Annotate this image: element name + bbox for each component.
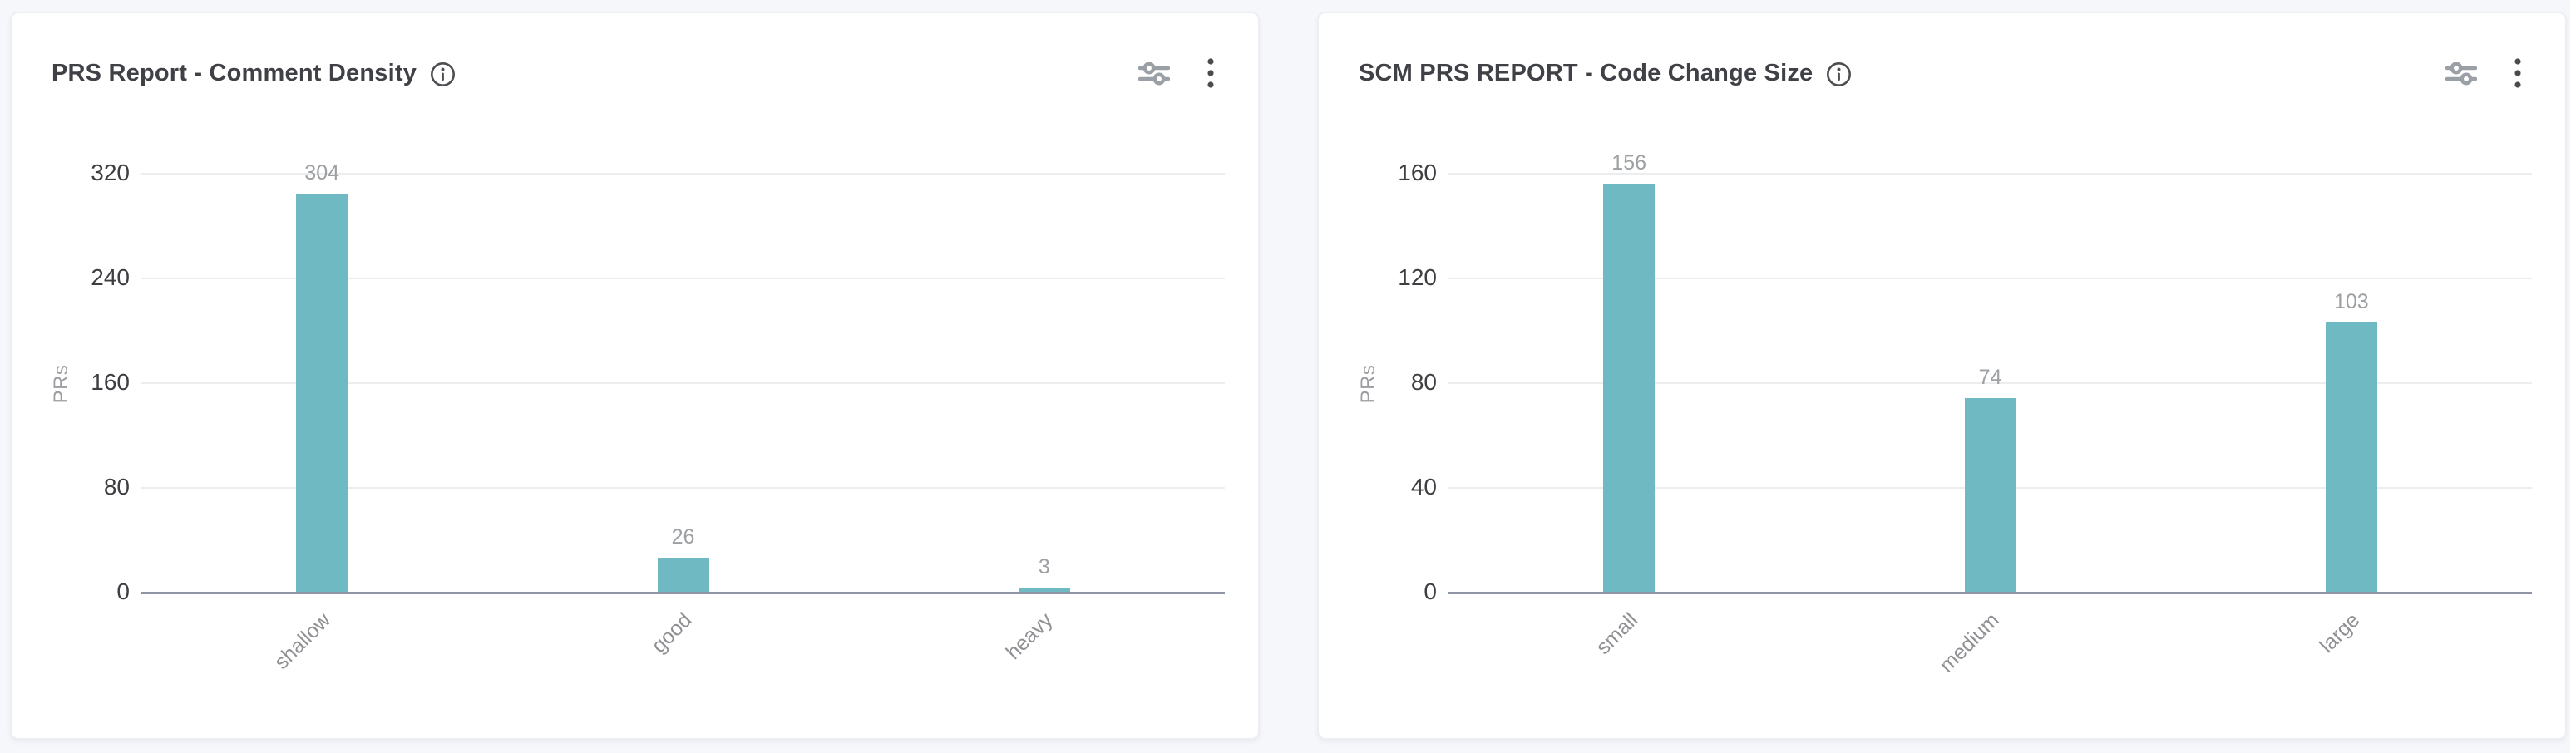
bar-small[interactable] — [1603, 183, 1656, 592]
window-edge — [2570, 0, 2576, 753]
chart-card-comment-density: PRS Report - Comment Density — [10, 12, 1260, 740]
x-category-text: shallow — [269, 608, 335, 674]
gridline — [1448, 278, 2532, 279]
card-actions — [2445, 57, 2522, 90]
chart-title: PRS Report - Comment Density — [52, 60, 417, 86]
bar-chart-comment-density: PRs 0 80 160 240 320 304 26 3 shallow good heavy — [43, 160, 1226, 711]
bar-medium[interactable] — [1964, 397, 2016, 592]
x-category-text: large — [2315, 608, 2365, 658]
y-tick-label: 160 — [1398, 160, 1437, 185]
kebab-menu-icon[interactable] — [2514, 57, 2522, 90]
bar-value-label: 103 — [2333, 289, 2369, 313]
info-circle-icon[interactable] — [430, 62, 456, 87]
filter-sliders-icon[interactable] — [2445, 60, 2477, 86]
bar-shallow[interactable] — [296, 194, 348, 592]
info-circle-icon[interactable] — [1826, 62, 1852, 87]
bar-value-label: 74 — [1978, 365, 2002, 389]
y-tick-label: 160 — [91, 369, 130, 395]
gridline — [141, 382, 1225, 384]
y-tick-label: 80 — [1410, 369, 1437, 395]
y-tick-label: 320 — [91, 160, 130, 185]
gridline — [141, 173, 1225, 175]
chart-title: SCM PRS REPORT - Code Change Size — [1359, 60, 1814, 86]
bar-value-label: 304 — [304, 161, 340, 185]
bar-value-label: 3 — [1038, 555, 1050, 578]
y-tick-label: 0 — [116, 578, 130, 604]
plot-area: 156 74 103 — [1448, 151, 2532, 594]
bar-heavy[interactable] — [1018, 588, 1070, 592]
x-axis-labels: shallow good heavy — [141, 607, 1225, 710]
card-title-wrap: SCM PRS REPORT - Code Change Size — [1359, 57, 1852, 89]
gridline — [1448, 382, 2532, 384]
gridline — [141, 278, 1225, 279]
y-tick-label: 80 — [103, 474, 130, 500]
y-axis-ticks: 0 80 160 240 320 — [43, 160, 141, 711]
card-actions — [1138, 57, 1215, 90]
x-category-text: good — [647, 608, 697, 658]
y-tick-label: 0 — [1424, 578, 1437, 604]
x-axis-labels: small medium large — [1448, 607, 2532, 710]
y-axis-ticks: 0 40 80 120 160 — [1350, 160, 1448, 711]
y-tick-label: 240 — [91, 264, 130, 290]
x-category-text: heavy — [1001, 608, 1058, 664]
y-tick-label: 120 — [1398, 264, 1437, 290]
y-tick-label: 40 — [1410, 474, 1437, 500]
x-category-text: medium — [1934, 608, 2004, 677]
x-category-text: small — [1591, 608, 1642, 660]
card-header: SCM PRS REPORT - Code Change Size — [1319, 13, 2565, 90]
bar-value-label: 26 — [671, 525, 695, 549]
bar-large[interactable] — [2325, 322, 2377, 592]
bar-chart-code-change-size: PRs 0 40 80 120 160 156 74 103 small medium larg… — [1350, 151, 2534, 711]
bar-good[interactable] — [657, 558, 709, 592]
plot-area: 304 26 3 — [141, 161, 1225, 594]
card-header: PRS Report - Comment Density — [12, 13, 1258, 90]
bar-value-label: 156 — [1611, 150, 1647, 175]
card-title-wrap: PRS Report - Comment Density — [52, 57, 456, 89]
kebab-menu-icon[interactable] — [1207, 57, 1215, 90]
chart-card-code-change-size: SCM PRS REPORT - Code Change Size — [1317, 12, 2567, 740]
gridline — [1448, 173, 2532, 175]
gridline — [141, 487, 1225, 489]
filter-sliders-icon[interactable] — [1138, 60, 1170, 86]
